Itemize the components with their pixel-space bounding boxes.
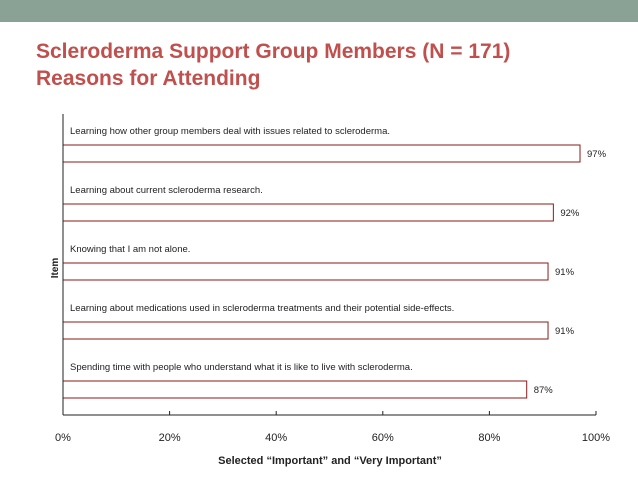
ticks-layer: 0% 20% 40% 60% 80% 100%	[55, 411, 610, 444]
category-label: Learning how other group members deal wi…	[70, 126, 390, 137]
x-tick-label: 0%	[55, 432, 71, 444]
title-line-1: Scleroderma Support Group Members (N = 1…	[36, 40, 511, 63]
title-line-2: Reasons for Attending	[36, 67, 261, 90]
value-label: 91%	[555, 267, 575, 278]
bar-group: Learning about current scleroderma resea…	[62, 185, 580, 222]
x-tick-label: 40%	[265, 432, 287, 444]
bar-group: Spending time with people who understand…	[62, 362, 554, 399]
x-tick-label: 60%	[372, 432, 394, 444]
x-tick-label: 80%	[478, 432, 500, 444]
bar-group: Knowing that I am not alone. 91%	[62, 244, 575, 281]
category-label: Learning about medications used in scler…	[70, 303, 454, 314]
slide-title: Scleroderma Support Group Members (N = 1…	[36, 38, 510, 92]
value-label: 92%	[560, 208, 580, 219]
bar-group: Learning how other group members deal wi…	[62, 126, 607, 163]
bar	[62, 144, 581, 163]
value-label: 87%	[534, 385, 554, 396]
axes-layer	[62, 114, 596, 416]
category-label: Spending time with people who understand…	[70, 362, 413, 373]
x-tick-label: 20%	[159, 432, 181, 444]
value-label: 91%	[555, 326, 575, 337]
bar	[62, 262, 549, 281]
bars-layer: Learning how other group members deal wi…	[62, 126, 607, 399]
x-axis-title: Selected “Important” and “Very Important…	[218, 455, 442, 467]
category-label: Knowing that I am not alone.	[70, 244, 190, 255]
category-label: Learning about current scleroderma resea…	[70, 185, 263, 196]
y-axis-title: Item	[50, 258, 61, 279]
top-band	[0, 0, 638, 22]
value-label: 97%	[587, 149, 607, 160]
bar-group: Learning about medications used in scler…	[62, 303, 575, 340]
bar	[62, 321, 549, 340]
bar	[62, 380, 528, 399]
bar	[62, 203, 554, 222]
x-tick-label: 100%	[582, 432, 610, 444]
